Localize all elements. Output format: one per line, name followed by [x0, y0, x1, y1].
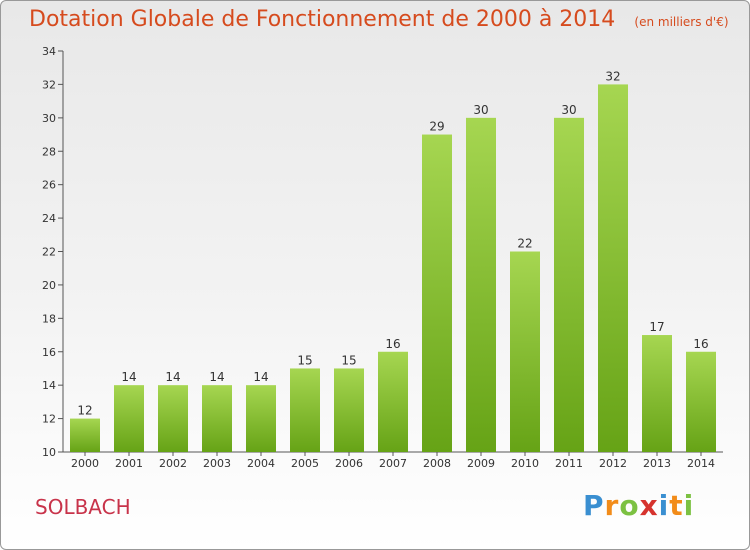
x-tick-label-2009: 2009	[467, 457, 495, 470]
y-tick-label: 14	[42, 379, 56, 392]
data-labels: 12 14 14 14 14 15 15 16 29 30 22 30 32 17 16	[77, 69, 708, 417]
y-tick-label: 10	[42, 446, 56, 459]
x-tick-label-2008: 2008	[423, 457, 451, 470]
y-axis: 10 12 14 16 18 20 22 24 26 28 30 32 34	[42, 45, 64, 459]
x-tick-label-2000: 2000	[71, 457, 99, 470]
x-tick-label-2005: 2005	[291, 457, 319, 470]
data-label-2010: 22	[517, 237, 532, 251]
x-tick-label-2006: 2006	[335, 457, 363, 470]
logo-letter: r	[604, 489, 620, 522]
bar-2011	[554, 117, 584, 452]
x-tick-label-2004: 2004	[247, 457, 275, 470]
data-label-2008: 29	[429, 120, 444, 134]
y-tick-label: 34	[42, 45, 56, 58]
data-label-2005: 15	[297, 353, 312, 367]
proxiti-logo: Proxiti	[583, 489, 694, 522]
y-tick-label: 18	[42, 312, 56, 325]
bar-2013	[642, 335, 672, 452]
y-tick-label: 22	[42, 246, 56, 259]
data-label-2007: 16	[385, 337, 400, 351]
y-tick-label: 24	[42, 212, 56, 225]
logo-letter: x	[639, 489, 659, 522]
bar-2001	[114, 385, 144, 452]
x-tick-label-2012: 2012	[599, 457, 627, 470]
chart-title: Dotation Globale de Fonctionnement de 20…	[29, 7, 616, 32]
x-tick-label-2002: 2002	[159, 457, 187, 470]
logo-letter: P	[583, 489, 605, 522]
bar-2014	[686, 351, 716, 452]
y-tick-label: 30	[42, 112, 56, 125]
bar-2004	[246, 385, 276, 452]
bar-2000	[70, 418, 100, 452]
bar-2002	[158, 385, 188, 452]
y-tick-label: 32	[42, 78, 56, 91]
y-tick-label: 28	[42, 145, 56, 158]
logo-letter: i	[683, 489, 695, 522]
x-tick-label-2014: 2014	[687, 457, 715, 470]
x-tick-label-2013: 2013	[643, 457, 671, 470]
y-tick-label: 20	[42, 279, 56, 292]
data-label-2004: 14	[253, 370, 268, 384]
bars	[70, 84, 716, 453]
x-tick-label-2011: 2011	[555, 457, 583, 470]
x-axis: 2000 2001 2002 2003 2004 2005 2006 2007 2008 2009…	[63, 451, 723, 470]
bar-2012	[598, 84, 628, 453]
commune-name: SOLBACH	[35, 495, 131, 519]
y-tick-label: 26	[42, 179, 56, 192]
data-label-2002: 14	[165, 370, 180, 384]
x-tick-label-2007: 2007	[379, 457, 407, 470]
data-label-2000: 12	[77, 404, 92, 418]
bar-2006	[334, 368, 364, 452]
chart-title-block: Dotation Globale de Fonctionnement de 20…	[29, 7, 729, 32]
bar-2009	[466, 117, 496, 452]
data-label-2006: 15	[341, 353, 356, 367]
bar-2010	[510, 251, 540, 452]
bar-2007	[378, 351, 408, 452]
x-tick-label-2010: 2010	[511, 457, 539, 470]
bar-2005	[290, 368, 320, 452]
x-tick-label-2003: 2003	[203, 457, 231, 470]
data-label-2013: 17	[649, 320, 664, 334]
data-label-2011: 30	[561, 103, 576, 117]
y-tick-label: 12	[42, 413, 56, 426]
chart-unit: (en milliers d'€)	[634, 15, 729, 29]
data-label-2012: 32	[605, 69, 620, 83]
data-label-2001: 14	[121, 370, 136, 384]
data-label-2014: 16	[693, 337, 708, 351]
bar-2003	[202, 385, 232, 452]
logo-letter: o	[619, 489, 640, 522]
data-label-2009: 30	[473, 103, 488, 117]
logo-letter: i	[658, 489, 670, 522]
x-tick-label-2001: 2001	[115, 457, 143, 470]
bar-2008	[422, 134, 452, 452]
y-tick-label: 16	[42, 346, 56, 359]
data-label-2003: 14	[209, 370, 224, 384]
logo-letter: t	[669, 489, 684, 522]
